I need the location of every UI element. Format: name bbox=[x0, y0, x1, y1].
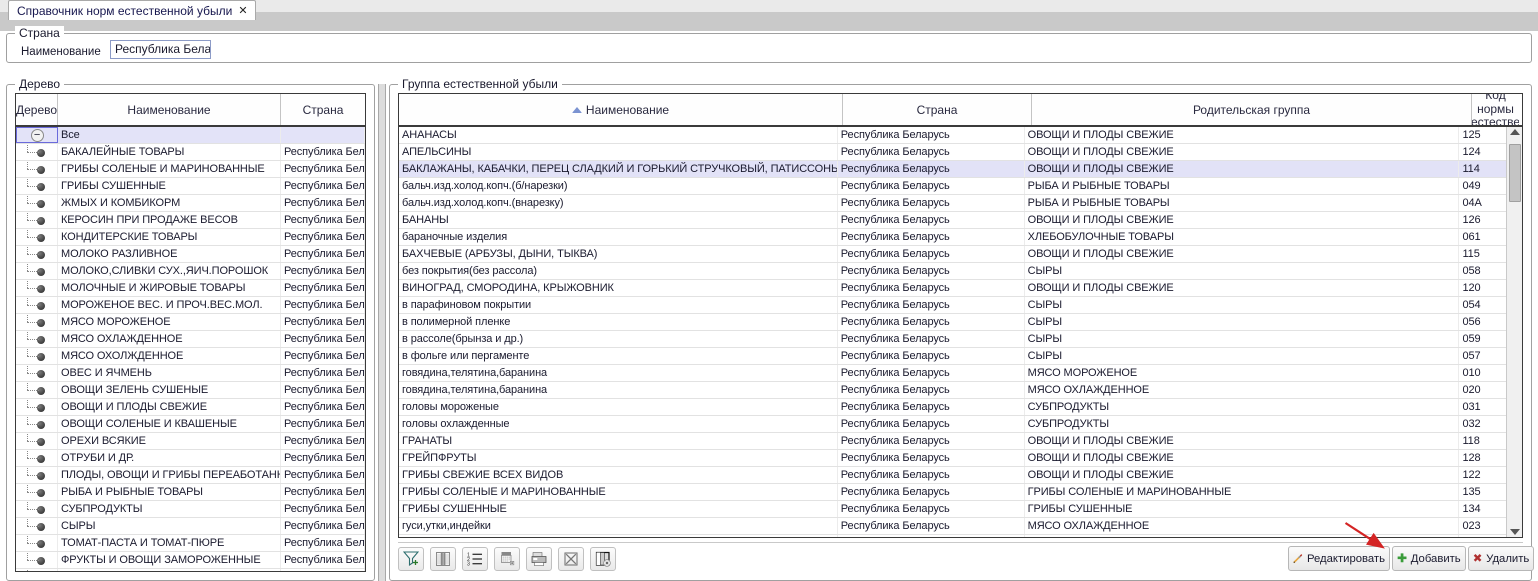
svg-text:3: 3 bbox=[467, 562, 470, 567]
